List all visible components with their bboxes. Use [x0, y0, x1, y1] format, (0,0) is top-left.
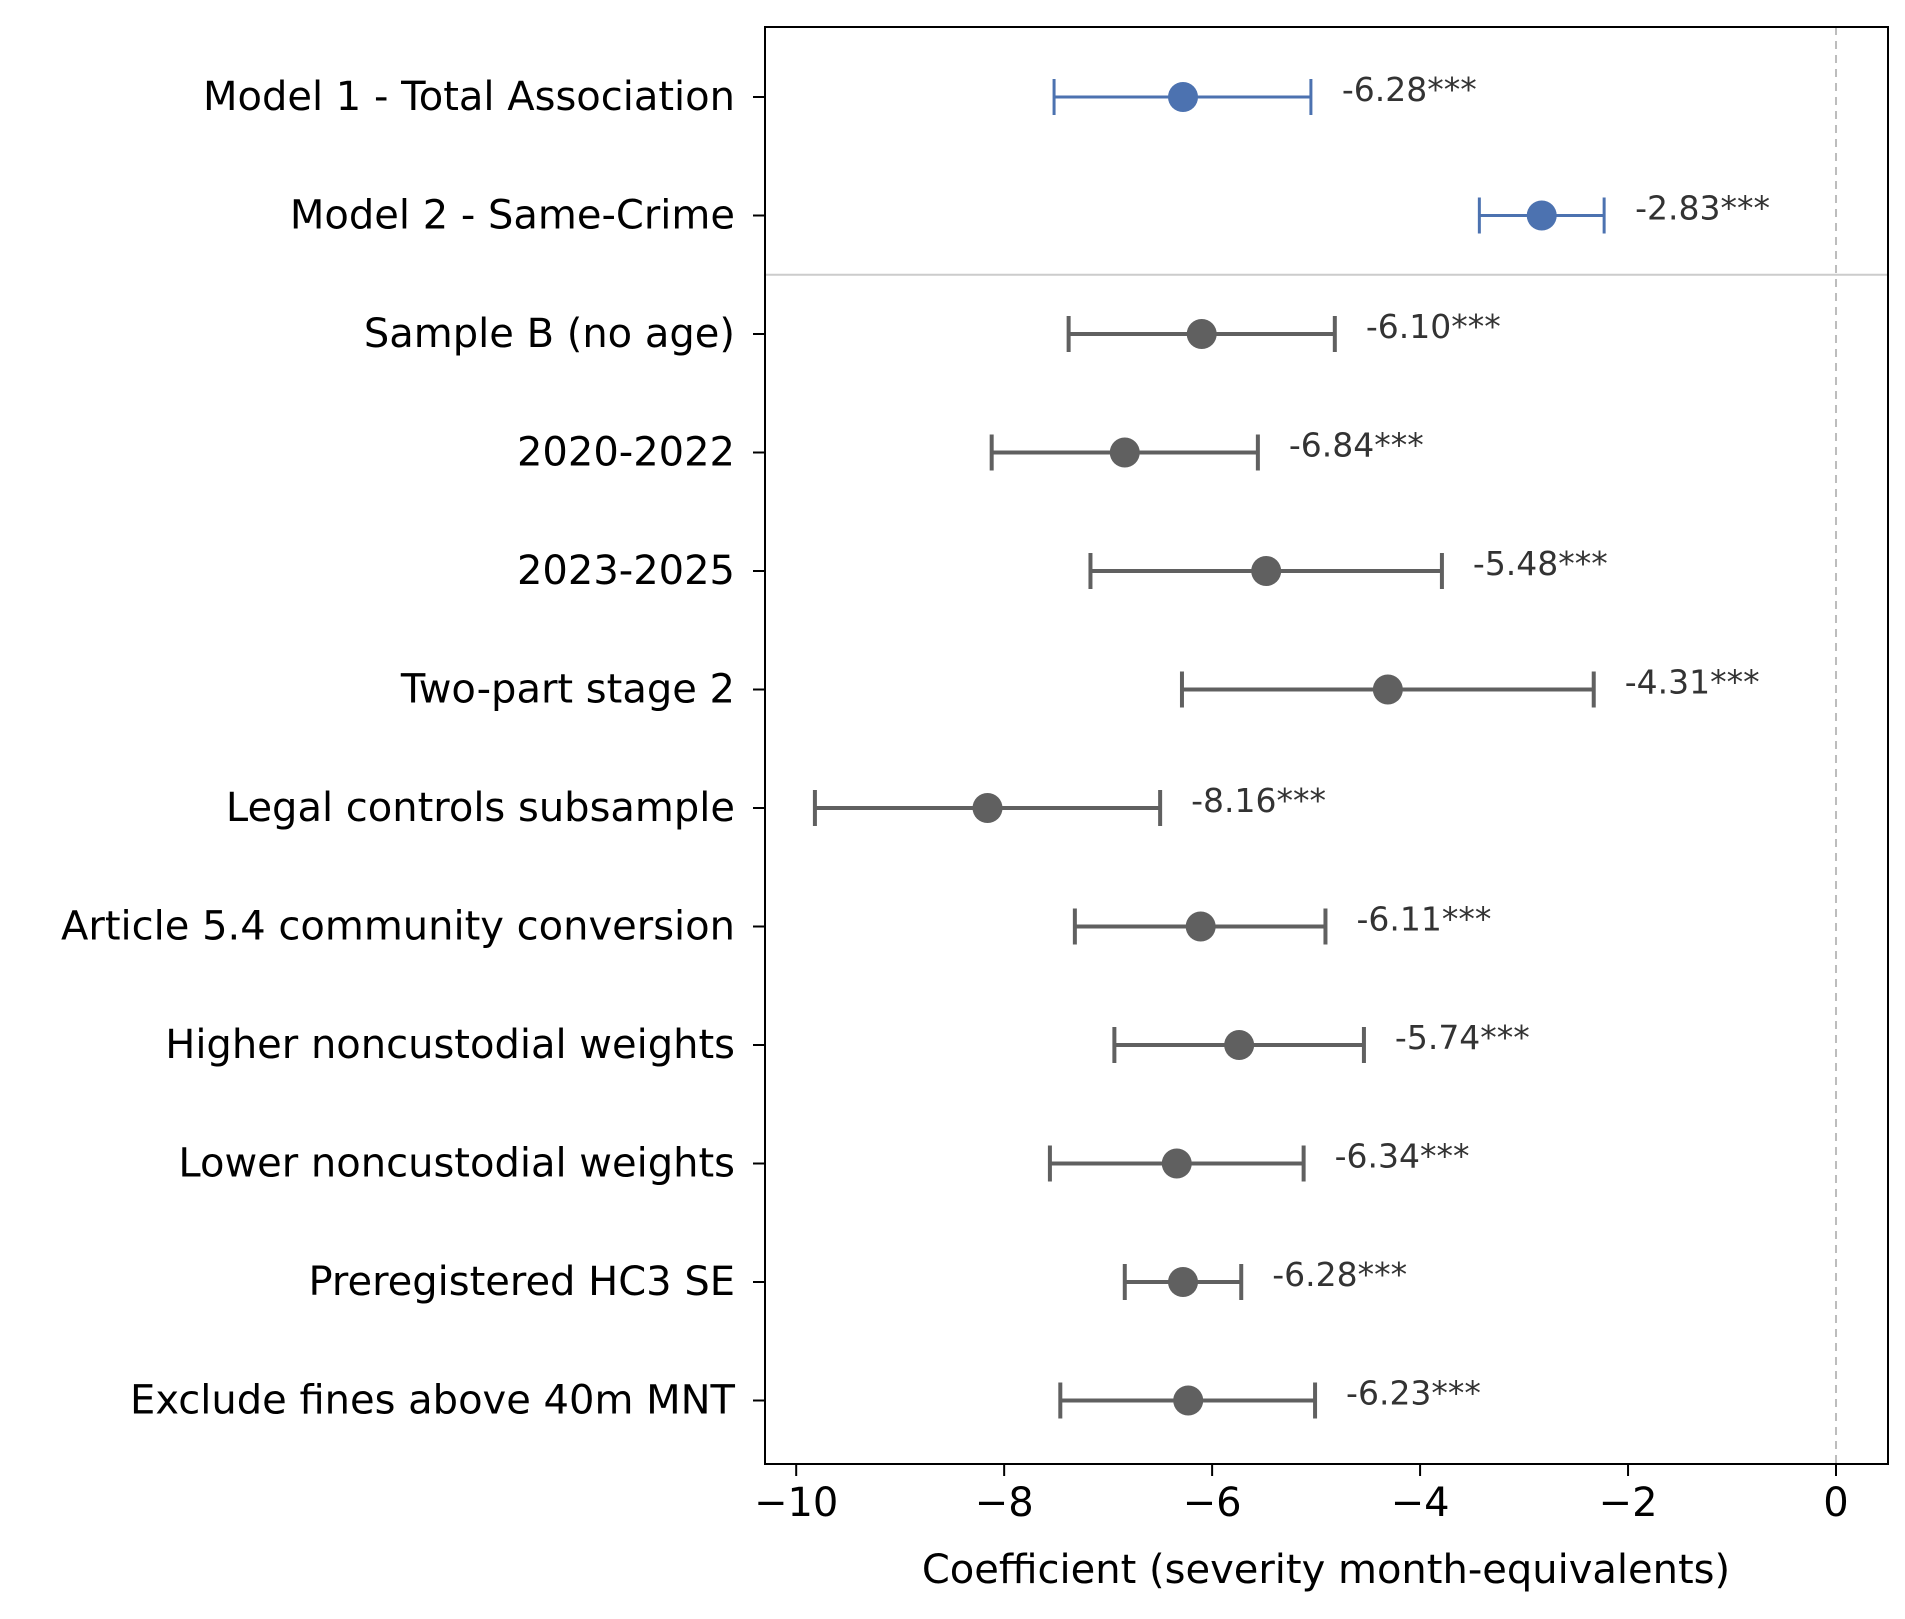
y-tick-label: Higher noncustodial weights — [165, 1022, 735, 1068]
data-label: -2.83*** — [1635, 189, 1770, 228]
estimate-point — [1526, 200, 1557, 231]
x-axis-label: Coefficient (severity month-equivalents) — [922, 1547, 1730, 1593]
data-label: -6.34*** — [1335, 1137, 1470, 1176]
y-tick-label: 2020-2022 — [517, 430, 735, 476]
y-tick-label: Exclude fines above 40m MNT — [130, 1378, 736, 1424]
x-tick-label: −6 — [1183, 1480, 1242, 1526]
data-label: -8.16*** — [1191, 781, 1326, 820]
plot-frame — [764, 26, 1889, 1465]
y-tick-label: Lower noncustodial weights — [178, 1141, 735, 1187]
x-tick-label: −8 — [975, 1480, 1034, 1526]
estimate-point — [1168, 1267, 1199, 1297]
estimate-point — [1161, 1148, 1192, 1179]
x-tick-label: −10 — [754, 1480, 838, 1526]
data-label: -6.23*** — [1346, 1374, 1481, 1413]
data-label: -6.11*** — [1356, 900, 1491, 939]
estimate-point — [1185, 911, 1216, 942]
data-label: -6.28*** — [1272, 1255, 1407, 1294]
y-tick-label: Sample B (no age) — [364, 311, 735, 357]
labels-layer: -6.28*** -2.83*** -6.10*** -6.84*** -5.48***… — [1191, 70, 1770, 1413]
data-label: -5.74*** — [1395, 1018, 1530, 1057]
estimate-point — [1372, 674, 1403, 705]
x-tick-label: 0 — [1823, 1480, 1848, 1526]
estimate-point — [1186, 319, 1217, 349]
estimate-point — [1173, 1385, 1204, 1416]
data-label: -5.48*** — [1473, 544, 1608, 583]
y-tick-label: Preregistered HC3 SE — [308, 1259, 735, 1305]
y-tick-label: Article 5.4 community conversion — [61, 904, 735, 950]
estimate-point — [1224, 1030, 1255, 1060]
y-tick-label: Legal controls subsample — [226, 785, 735, 831]
estimate-point — [1168, 82, 1199, 112]
y-tick-label: 2023-2025 — [517, 548, 735, 594]
y-tick-label: Two-part stage 2 — [400, 667, 735, 713]
data-label: -6.10*** — [1366, 307, 1501, 346]
y-tick-label: Model 2 - Same-Crime — [290, 193, 735, 239]
y-tick-label: Model 1 - Total Association — [203, 74, 735, 120]
data-label: -4.31*** — [1625, 663, 1760, 702]
x-tick-label: −4 — [1391, 1480, 1450, 1526]
data-label: -6.28*** — [1342, 70, 1477, 109]
marks-layer — [812, 79, 1606, 1419]
x-tick-label: −2 — [1599, 1480, 1658, 1526]
estimate-point — [972, 793, 1003, 823]
axes-layer: Model 1 - Total Association Model 2 - Sam… — [61, 74, 1849, 1526]
estimate-point — [1109, 437, 1140, 468]
estimate-point — [1251, 556, 1282, 586]
data-label: -6.84*** — [1289, 426, 1424, 465]
